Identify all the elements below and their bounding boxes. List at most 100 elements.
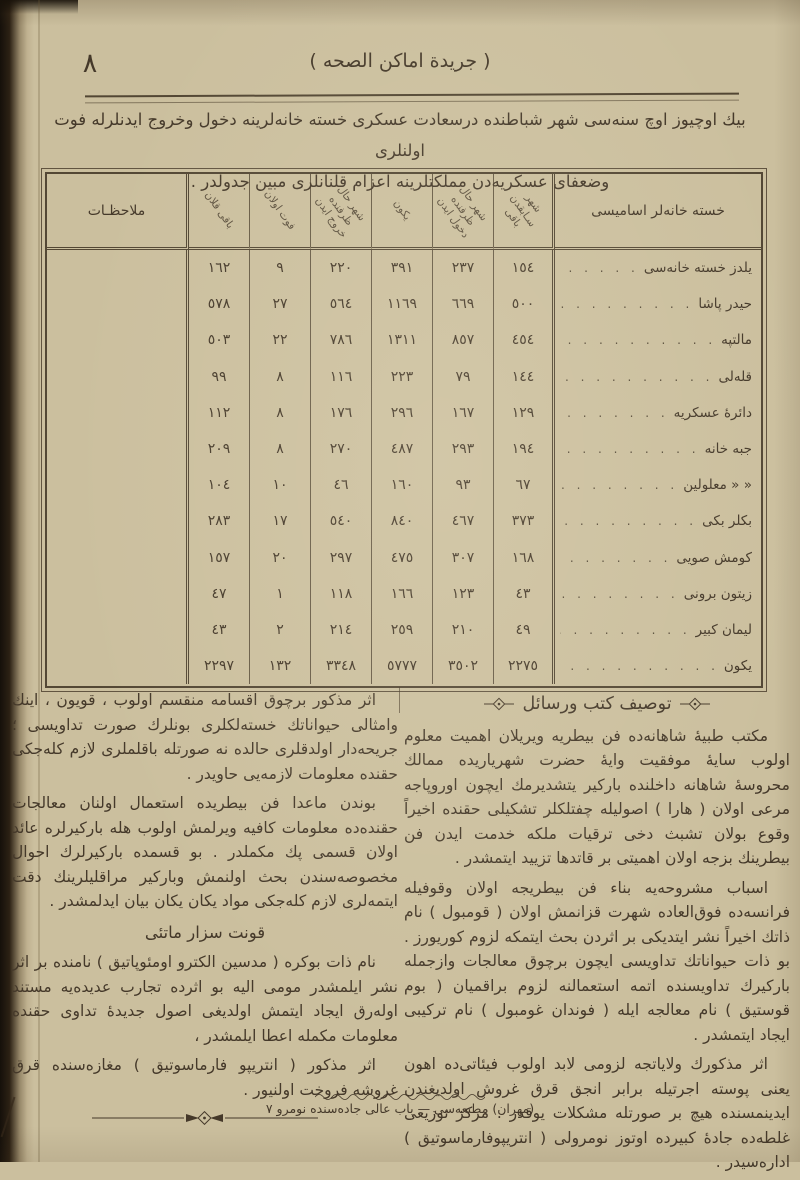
col-header-hospital-names: خسته خانه‌لر اساميسی [555, 174, 761, 250]
exited-cell: ٤٦ [311, 467, 372, 504]
entered-cell: ١٢٣ [433, 575, 494, 612]
dotted-leader: . . . . . . . . . . . . . . . . . . . . … [560, 550, 672, 565]
prev-remaining-cell: ١٩٤ [494, 430, 555, 468]
dotted-leader: . . . . . . . . . . . . . . . . . . . . … [560, 333, 717, 348]
died-cell: ٢ [250, 611, 311, 649]
hospital-name-cell: كومش صويی . . . . . . . . . . . . . . . … [555, 540, 761, 576]
hospital-name-cell: جبه خانه . . . . . . . . . . . . . . . .… [555, 431, 761, 467]
died-cell: ١ [250, 575, 311, 612]
hospital-name-cell: قله‌لی . . . . . . . . . . . . . . . . .… [555, 359, 761, 395]
notes-cell [47, 503, 189, 540]
total-cell: ٥٧٧٧ [372, 648, 433, 685]
article-paragraph: اسباب مشروحه‌يه بناء فن بيطريجه اولان وق… [404, 878, 790, 1044]
journal-title: ( جريدة اماكن الصحه ) [309, 50, 491, 72]
total-cell: ١٦٦ [372, 575, 433, 612]
prev-remaining-cell: ١٥٤ [494, 250, 555, 287]
prev-remaining-cell: ١٤٤ [494, 358, 555, 395]
remaining-cell: ١١٢ [189, 394, 250, 431]
remaining-cell: ٢٠٩ [189, 430, 250, 468]
remaining-cell: ٤٧ [189, 575, 250, 612]
entered-cell: ٤٦٧ [433, 503, 494, 540]
remaining-cell: ٥٠٣ [189, 322, 250, 359]
total-cell: ١٣١١ [372, 322, 433, 359]
exited-cell: ٢٩٧ [311, 539, 372, 576]
died-cell: ٨ [250, 358, 311, 395]
died-cell: ٨ [250, 394, 311, 431]
notes-cell [47, 539, 189, 576]
died-cell: ١٧ [250, 503, 311, 540]
total-cell: ١١٦٩ [372, 286, 433, 323]
entered-cell: ٢١٠ [433, 611, 494, 649]
section-heading: توصيف كتب ورسائل [404, 692, 790, 717]
remaining-cell: ١٠٤ [189, 467, 250, 504]
total-cell: ٢٢٣ [372, 358, 433, 395]
notes-cell [47, 467, 189, 504]
exited-cell: ١٧٦ [311, 394, 372, 431]
died-cell: ٢٠ [250, 539, 311, 576]
exited-cell: ١١٨ [311, 575, 372, 612]
exited-cell: ٧٨٦ [311, 322, 372, 359]
hospital-name-cell: يكون . . . . . . . . . . . . . . . . . .… [555, 648, 761, 684]
remaining-cell: ٤٣ [189, 611, 250, 649]
prev-remaining-cell: ٢٢٧٥ [494, 648, 555, 685]
prev-remaining-cell: ٦٧ [494, 467, 555, 504]
table-caption: بيك اوچيوز اوچ سنه‌سی شهر شباطنده درسعاد… [40, 104, 760, 197]
right-article-column: توصيف كتب ورسائل مكتب طبيهٔ شاهانه‌ده فن… [404, 692, 790, 1180]
dotted-leader: . . . . . . . . . . . . . . . . . . . . … [560, 478, 679, 493]
dotted-leader: . . . . . . . . . . . . . . . . . . . . … [560, 369, 714, 384]
remaining-cell: ٢٨٣ [189, 503, 250, 540]
entered-cell: ٩٣ [433, 467, 494, 504]
col-header-prev-remaining: شهر سـابقدن باقی [494, 174, 555, 250]
hospital-name-cell: زيتون برونی . . . . . . . . . . . . . . … [560, 585, 752, 602]
exited-cell: ١١٦ [311, 358, 372, 395]
remaining-cell: ٩٩ [189, 358, 250, 395]
imprint-footer: (مهران) مطبعه‌سی — باب عالی جاده‌سنده نو… [0, 1092, 800, 1116]
arrow-divider-icon [92, 1111, 318, 1125]
col-header-exited: شهر حال ظرفنده خروج ايدن [311, 174, 372, 250]
corner-shadow [0, 0, 78, 14]
exited-cell: ٥٤٠ [311, 503, 372, 540]
heading-ornament-icon [679, 697, 710, 711]
prev-remaining-cell: ٥٠٠ [494, 286, 555, 323]
notes-cell [47, 575, 189, 612]
dotted-leader: . . . . . . . . . . . . . . . . . . . . … [560, 622, 691, 637]
hospital-name-cell: حيدر پاشا . . . . . . . . . . . . . . . … [560, 296, 752, 313]
column-separator-mark [399, 687, 400, 713]
total-cell: ٨٤٠ [372, 503, 433, 540]
squiggle-rule-icon [315, 1094, 485, 1100]
notes-cell [47, 394, 189, 431]
article-paragraph: نام ذات بوكره ( مدسين الكترو اومئوپاتيق … [12, 953, 398, 1045]
col-header-remaining: باقی قلان [189, 174, 250, 250]
page-number: ٨ [82, 48, 98, 79]
prev-remaining-cell: ٤٥٤ [494, 322, 555, 359]
remaining-cell: ١٦٢ [189, 250, 250, 287]
total-cell: ٤٨٧ [372, 430, 433, 468]
dotted-leader: . . . . . . . . . . . . . . . . . . . . … [560, 442, 700, 457]
prev-remaining-cell: ١٦٨ [494, 539, 555, 576]
hospital-name-cell: مالتپه . . . . . . . . . . . . . . . . .… [555, 322, 761, 358]
notes-cell [47, 430, 189, 468]
notes-cell [47, 358, 189, 395]
total-cell: ٣٩١ [372, 250, 433, 287]
entered-cell: ٣٥٠٢ [433, 648, 494, 685]
exited-cell: ٢٢٠ [311, 250, 372, 287]
entered-cell: ٣٠٧ [433, 539, 494, 576]
total-cell: ٢٩٦ [372, 394, 433, 431]
entered-cell: ٦٦٩ [433, 286, 494, 323]
hospital-name-cell: ليمان كبير . . . . . . . . . . . . . . .… [555, 612, 761, 648]
died-cell: ٢٧ [250, 286, 311, 323]
prev-remaining-cell: ١٢٩ [494, 394, 555, 431]
entered-cell: ١٦٧ [433, 394, 494, 431]
dotted-leader: . . . . . . . . . . . . . . . . . . . . … [560, 261, 639, 276]
article-paragraph: مكتب طبيهٔ شاهانه‌ده فن بيطريه ويريلان ا… [404, 726, 790, 868]
died-cell: ١٠ [250, 467, 311, 504]
died-cell: ٨ [250, 430, 311, 468]
prev-remaining-cell: ٤٩ [494, 611, 555, 649]
total-cell: ١٦٠ [372, 467, 433, 504]
hospital-name-cell: دائرهٔ عسكريه . . . . . . . . . . . . . … [555, 395, 761, 431]
header-rule [84, 92, 740, 104]
exited-cell: ٣٣٤٨ [311, 648, 372, 685]
entered-cell: ٨٥٧ [433, 322, 494, 359]
remaining-cell: ٥٧٨ [189, 286, 250, 323]
